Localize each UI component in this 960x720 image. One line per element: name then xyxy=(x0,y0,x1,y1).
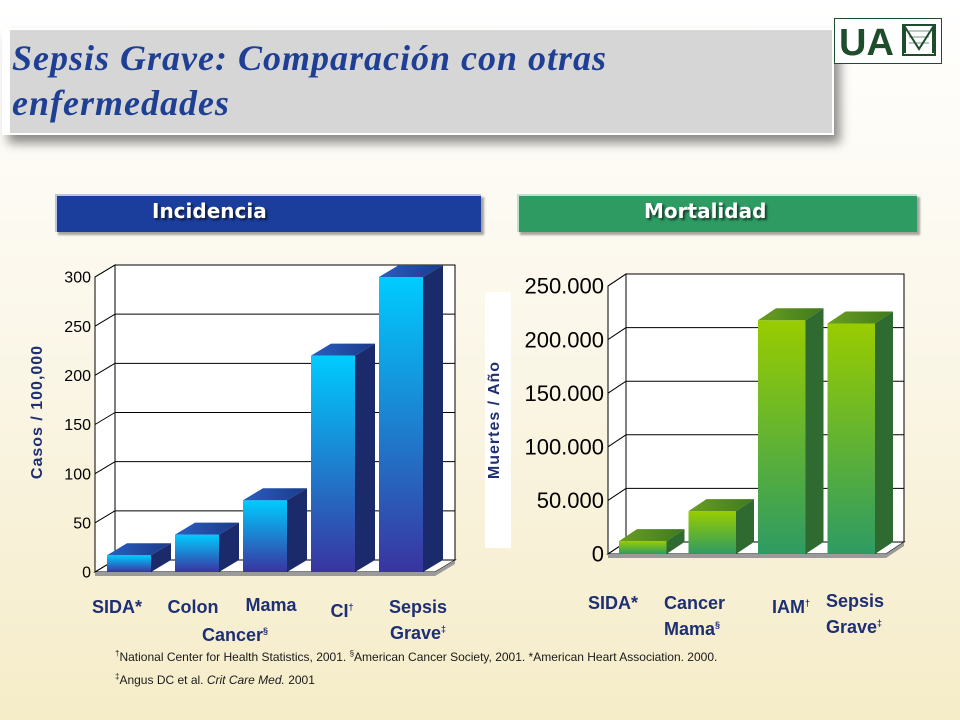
grid-line-side xyxy=(94,461,116,475)
university-logo: UA xyxy=(834,18,942,64)
bar-top xyxy=(619,529,685,542)
footnote-line-2: ‡Angus DC et al. Crit Care Med. 2001 xyxy=(115,672,315,687)
left-cat-ci: CI† xyxy=(330,601,354,621)
bar-top xyxy=(688,499,754,512)
logo-text: UA xyxy=(839,22,894,63)
tab-incidencia-label: Incidencia xyxy=(152,199,267,223)
footnote-line-1: †National Center for Health Statistics, … xyxy=(115,649,718,664)
bar xyxy=(688,499,754,554)
y-tick-label: 100 xyxy=(64,466,91,483)
bar-top xyxy=(827,311,893,324)
title-accent-bar xyxy=(4,30,10,133)
bar-front xyxy=(827,323,875,554)
bar-front xyxy=(379,277,423,572)
bar-front xyxy=(107,555,151,572)
left-y-axis-label: Casos / 100,000 xyxy=(29,344,46,480)
grid-line-side xyxy=(94,412,116,425)
left-cat-sepsis: Sepsis Grave‡ xyxy=(388,597,448,643)
y-tick-label: 100.000 xyxy=(524,435,604,460)
bar-top xyxy=(243,488,307,501)
y-tick-label: 50 xyxy=(73,515,91,532)
bar-front xyxy=(688,511,736,554)
incidence-chart: 0 50 100 150 200 250 300 xyxy=(64,264,457,582)
y-tick-label: 50.000 xyxy=(537,488,604,513)
bar-side xyxy=(219,522,239,572)
y-tick-label: 250.000 xyxy=(524,274,604,299)
bar-front xyxy=(243,500,287,572)
page-title: Sepsis Grave: Comparación con otras enfe… xyxy=(12,38,608,123)
left-cat-colon: Colon xyxy=(167,597,219,617)
bar xyxy=(758,308,824,554)
right-cat-sida: SIDA* xyxy=(587,593,638,613)
y-tick-label: 200.000 xyxy=(524,327,604,352)
y-tick-label: 0 xyxy=(592,542,604,567)
right-cat-sepsis: Sepsis Grave‡ xyxy=(826,591,885,637)
y-tick-label: 0 xyxy=(82,565,91,582)
bar-side xyxy=(875,311,893,554)
bar-side xyxy=(736,499,754,554)
grid-line-side xyxy=(94,264,116,278)
grid-line-side xyxy=(607,327,627,341)
bar xyxy=(107,543,171,572)
bar xyxy=(379,265,443,572)
title-box: Sepsis Grave: Comparación con otras enfe… xyxy=(2,28,834,135)
tab-mortalidad-label: Mortalidad xyxy=(644,199,767,223)
tab-incidencia: Incidencia xyxy=(55,194,481,232)
bar-top xyxy=(175,522,239,535)
bar xyxy=(311,343,375,572)
logo-icon: UA xyxy=(839,22,936,64)
right-cat-iam: IAM† xyxy=(771,597,810,617)
bar-top xyxy=(379,265,443,277)
y-tick-label: 150 xyxy=(64,417,91,434)
bar-side xyxy=(805,308,824,554)
bar xyxy=(619,529,685,554)
right-y-label-background xyxy=(485,292,511,548)
bar-front xyxy=(175,534,219,572)
grid-line-side xyxy=(94,510,116,524)
left-cat-mama: Mama xyxy=(245,595,297,615)
bar xyxy=(175,522,239,572)
y-tick-label: 150.000 xyxy=(524,381,604,406)
left-cat-sida: SIDA* xyxy=(91,597,142,617)
bar xyxy=(243,488,307,572)
grid-line-side xyxy=(94,362,116,376)
bar-front xyxy=(311,355,355,572)
bar xyxy=(827,311,893,554)
grid-line-side xyxy=(94,313,116,327)
bar-front xyxy=(619,541,667,554)
footnotes: †National Center for Health Statistics, … xyxy=(115,644,935,690)
bar-top xyxy=(758,308,824,321)
bar-side xyxy=(666,529,685,554)
mortality-chart: 0 50.000 100.000 150.000 200.000 250.000 xyxy=(524,273,906,567)
bar-top xyxy=(311,343,375,356)
y-tick-label: 250 xyxy=(64,319,91,336)
y-tick-label: 300 xyxy=(64,270,91,287)
y-tick-label: 200 xyxy=(64,368,91,385)
bar-front xyxy=(758,320,806,554)
bar-top xyxy=(107,543,171,556)
grid-line-side xyxy=(607,273,627,287)
left-bars xyxy=(107,265,443,572)
grid-line-side xyxy=(607,434,627,448)
bar-side xyxy=(151,543,171,572)
bar-side xyxy=(423,265,443,572)
left-cat-cancer: Cancer§ xyxy=(201,625,269,645)
grid-line-side xyxy=(607,380,627,394)
bar-side xyxy=(287,488,307,572)
grid-line-side xyxy=(607,487,627,501)
right-bars xyxy=(619,308,893,554)
tab-mortalidad: Mortalidad xyxy=(517,194,917,232)
bar-side xyxy=(355,343,375,572)
right-cat-cancer-mama: Cancer Mama§ xyxy=(664,593,726,639)
